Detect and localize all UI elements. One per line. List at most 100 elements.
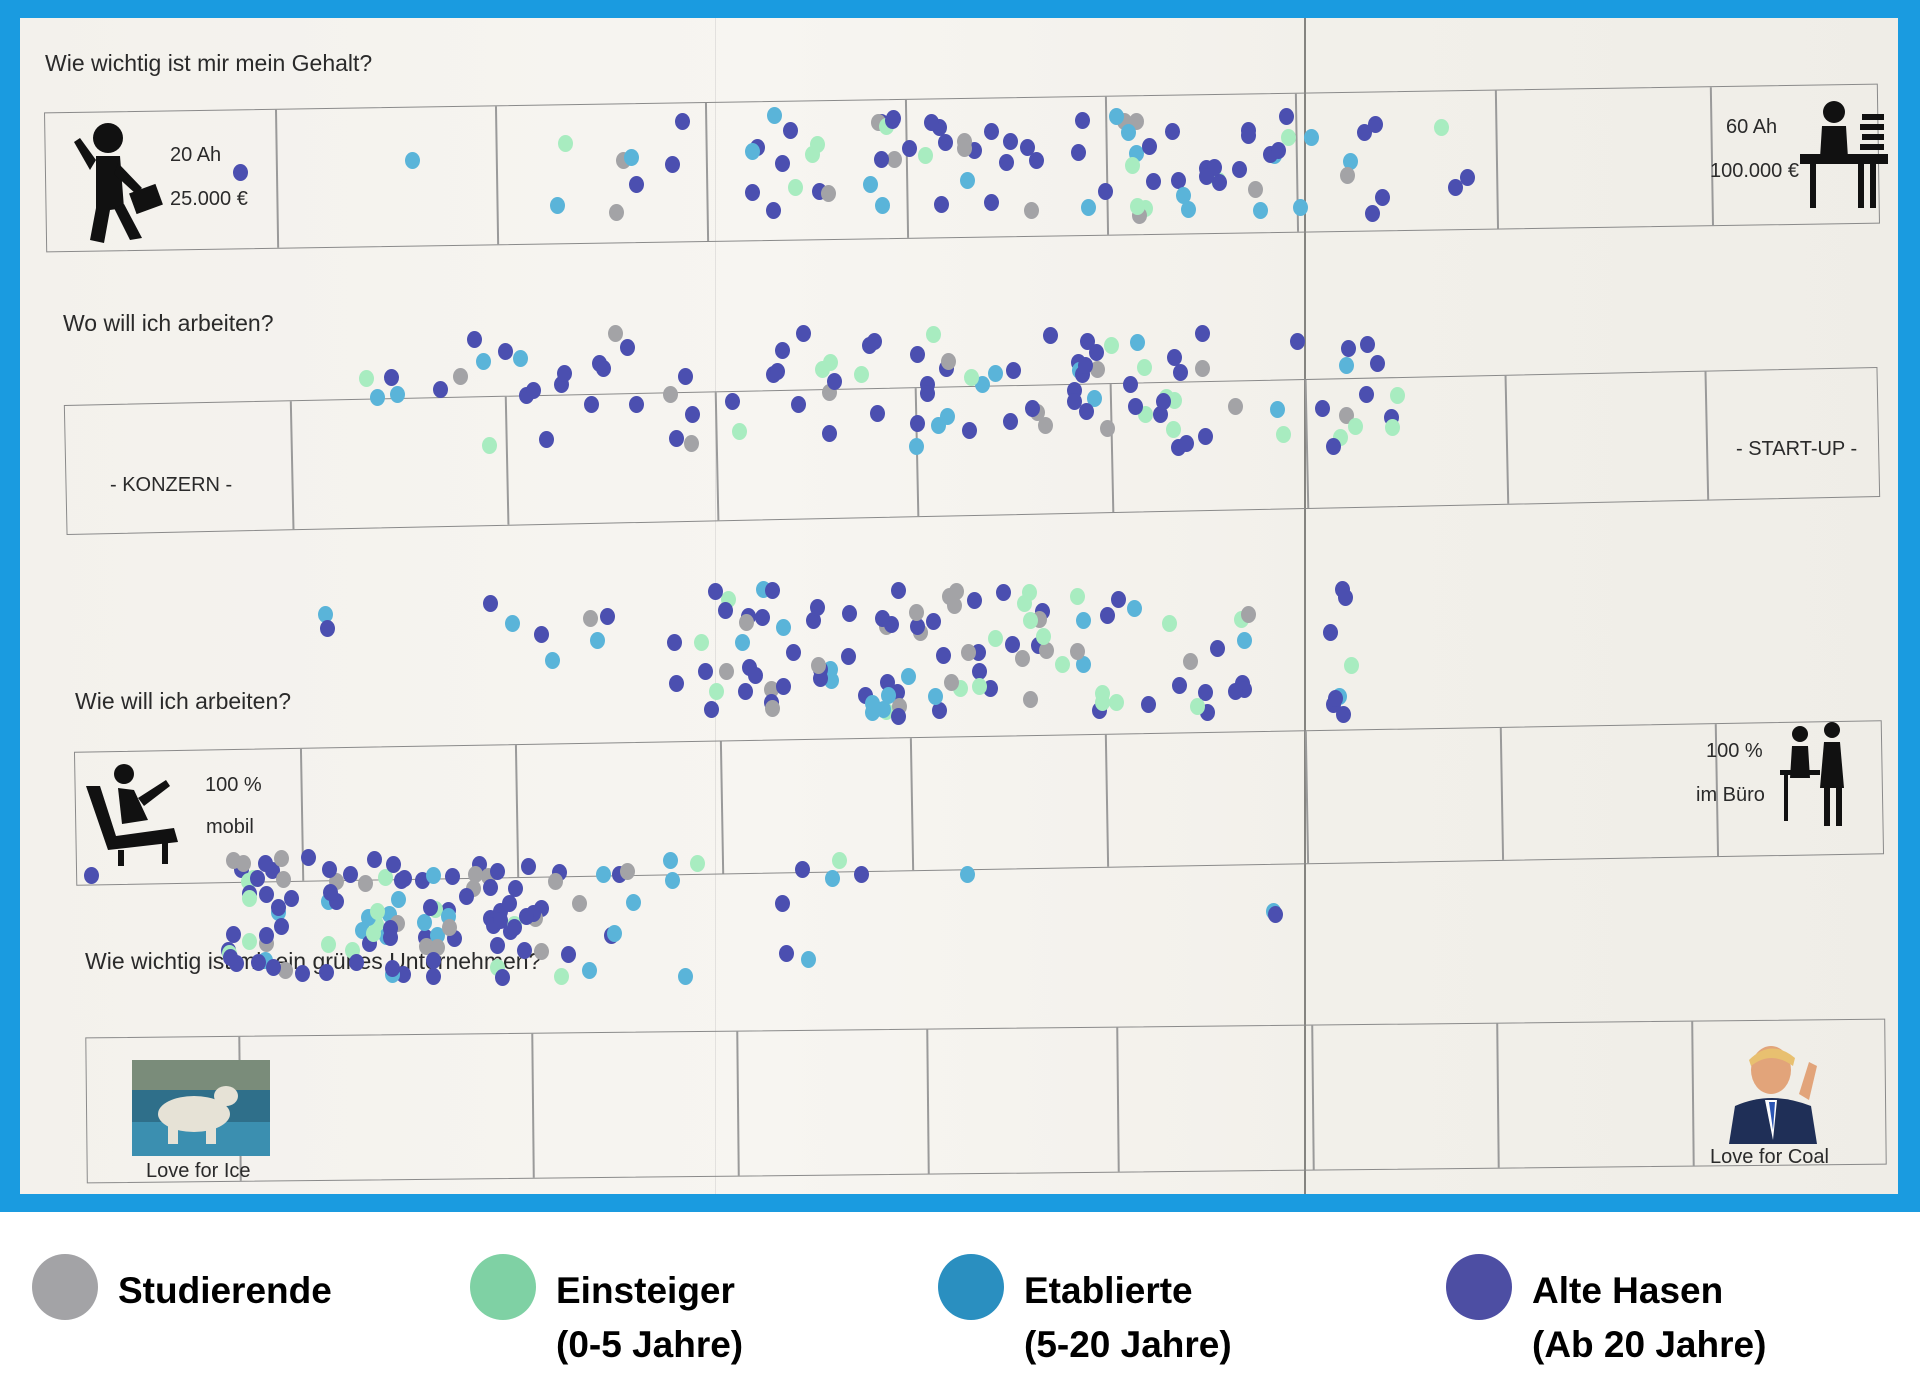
sticker-dot [1100, 420, 1116, 438]
salary-left-label-2: 25.000 € [170, 188, 248, 210]
sticker-dot [1127, 600, 1143, 618]
sticker-dot [430, 939, 446, 957]
sticker-dot [538, 431, 554, 449]
sticker-dot [775, 895, 791, 913]
sticker-dot [996, 584, 1012, 602]
sticker-dot [571, 894, 587, 912]
sticker-dot [805, 612, 821, 630]
sticker-dot [690, 854, 706, 872]
sticker-dot [517, 942, 533, 960]
sticker-dot [365, 924, 381, 942]
sticker-dot [275, 870, 291, 888]
sticker-dot [1385, 418, 1400, 436]
sticker-dot [1209, 640, 1225, 658]
sticker-dot [1269, 400, 1285, 418]
sticker-dot [1020, 139, 1035, 157]
sticker-dot [920, 384, 936, 402]
sticker-dot [369, 388, 385, 406]
sticker-dot [987, 364, 1003, 382]
sticker-dot [718, 601, 734, 619]
sticker-dot [926, 326, 942, 344]
sticker-dot [787, 179, 803, 197]
sticker-dot [1005, 635, 1021, 653]
legend-label-einsteiger: Einsteiger (0-5 Jahre) [556, 1270, 744, 1365]
sticker-dot [595, 866, 611, 884]
sticker-dot [273, 918, 289, 936]
sticker-dot [693, 633, 709, 651]
desk-worker-icon [1800, 101, 1888, 208]
sticker-dot [737, 682, 753, 700]
sticker-dot [1337, 588, 1353, 606]
sticker-dot [774, 341, 790, 359]
sticker-dot [468, 866, 484, 884]
sticker-dot [418, 937, 434, 955]
sticker-dot [225, 925, 241, 943]
sticker-dot [1002, 132, 1018, 150]
sticker-dot [1314, 400, 1330, 418]
sticker-dot [1025, 400, 1041, 418]
sticker-dot [1022, 690, 1038, 708]
sticker-dot [1039, 642, 1055, 660]
sticker-dot [764, 699, 780, 717]
sticker-dot [668, 430, 684, 448]
sticker-dot [774, 155, 790, 173]
sticker-dot [512, 349, 528, 367]
question-workstyle-title: Wie will ich arbeiten? [75, 688, 292, 714]
sticker-dot [1023, 612, 1039, 630]
sticker-dot [1358, 386, 1374, 404]
sticker-dot [1179, 434, 1195, 452]
sticker-dot [629, 395, 645, 413]
sticker-dot [414, 871, 430, 889]
sticker-dot [827, 373, 843, 391]
sticker-dot [1167, 349, 1183, 366]
sticker-dot [342, 866, 358, 884]
sticker-dot [923, 114, 939, 132]
workplace-right-label: - START-UP - [1736, 438, 1858, 460]
sticker-dot [378, 869, 394, 887]
sticker-dot [1152, 406, 1168, 424]
sticker-dot [518, 908, 534, 926]
sticker-dot [800, 950, 816, 968]
sticker-dot [961, 643, 977, 661]
sticker-dot [1076, 655, 1092, 673]
sticker-dot [1161, 615, 1177, 633]
sticker-dot [1155, 393, 1171, 411]
sticker-dot [1164, 122, 1180, 140]
sticker-dot [277, 962, 293, 980]
sticker-dot [779, 945, 795, 963]
sticker-dot [521, 858, 537, 876]
sticker-dot [1146, 173, 1162, 191]
sticker-dot [718, 662, 734, 680]
sticker-dot [1276, 425, 1292, 443]
question-workplace-title: Wo will ich arbeiten? [63, 310, 274, 336]
sticker-dot [1111, 590, 1127, 608]
sticker-dot [811, 657, 827, 675]
sticker-dot [667, 634, 683, 652]
sticker-dot [1292, 198, 1308, 216]
sticker-dot [1240, 605, 1256, 623]
sticker-dot [283, 889, 299, 907]
sticker-dot [745, 142, 761, 160]
sticker-dot [901, 667, 917, 685]
sticker-dot [426, 867, 442, 885]
sticker-dot [322, 860, 338, 878]
sticker-dot [481, 437, 497, 455]
sticker-dot [1367, 116, 1383, 133]
sticker-dot [608, 203, 624, 221]
sticker-dot [937, 134, 953, 152]
sticker-dot [560, 946, 576, 964]
sticker-dot [1211, 174, 1227, 192]
workstyle-right-label-1: 100 % [1706, 740, 1763, 762]
sticker-dot [383, 369, 399, 387]
sticker-dot [1081, 199, 1097, 217]
sticker-dot [274, 850, 290, 868]
sticker-dot [405, 151, 421, 169]
sticker-dot [1279, 107, 1295, 125]
sticker-dot [625, 894, 641, 912]
sticker-dot [975, 375, 991, 393]
sticker-dot [507, 880, 523, 898]
sticker-dot [934, 196, 950, 214]
sticker-dot [441, 919, 457, 937]
sticker-dot [1348, 417, 1364, 435]
sticker-dot [493, 911, 509, 929]
